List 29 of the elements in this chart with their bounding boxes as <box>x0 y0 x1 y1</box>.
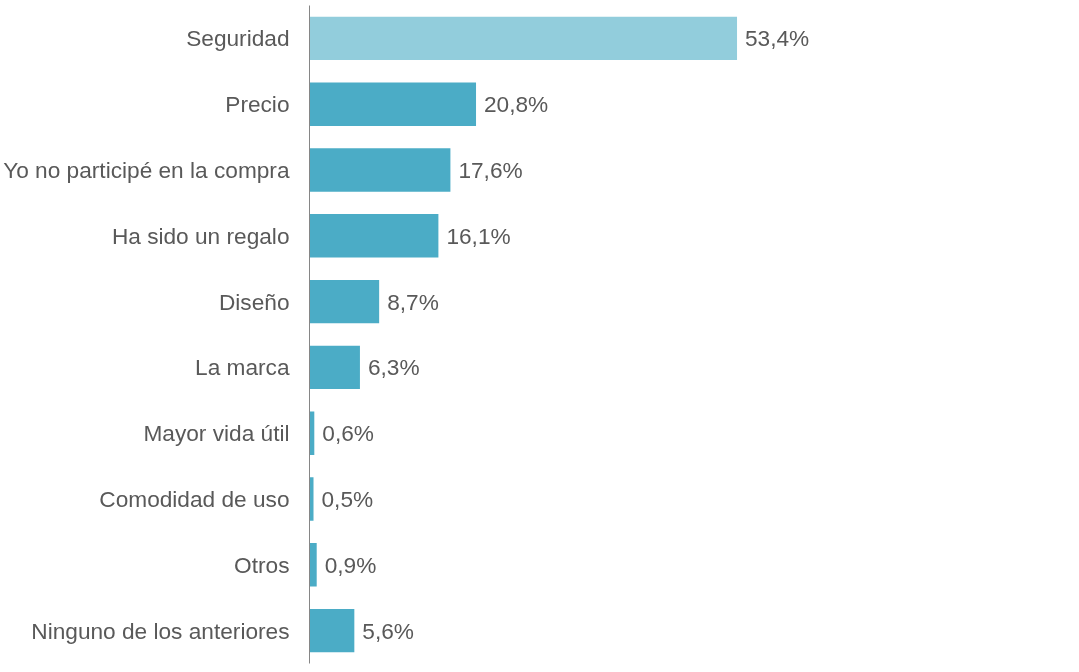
data-label: 0,9% <box>324 551 377 578</box>
y-tick-label: Otros <box>234 551 290 578</box>
data-label: 8,7% <box>387 288 439 315</box>
y-tick-label: Diseño <box>218 288 290 315</box>
bar <box>309 477 314 521</box>
bar <box>309 608 355 653</box>
bar <box>309 82 477 126</box>
bar <box>309 148 451 192</box>
data-label: 0,5% <box>321 486 374 512</box>
y-tick-label: Comodidad de uso <box>99 486 290 512</box>
bar <box>309 279 380 324</box>
y-tick-label: Seguridad <box>186 25 290 52</box>
bar <box>309 543 317 587</box>
y-tick-label: Precio <box>225 91 290 118</box>
y-tick-label: Ha sido un regalo <box>111 222 290 249</box>
bar <box>309 345 360 390</box>
data-label: 53,4% <box>745 25 810 52</box>
data-label: 17,6% <box>458 157 523 183</box>
data-label: 16,1% <box>446 222 511 249</box>
data-label: 5,6% <box>362 617 414 644</box>
data-label: 20,8% <box>484 91 549 118</box>
bar <box>309 16 738 61</box>
y-tick-label: Yo no participé en la compra <box>3 157 290 183</box>
y-tick-label: La marca <box>195 354 290 381</box>
data-label: 0,6% <box>322 420 374 447</box>
data-label: 6,3% <box>367 354 420 381</box>
y-tick-label: Mayor vida útil <box>143 420 290 447</box>
y-tick-label: Ninguno de los anteriores <box>31 617 290 644</box>
bar <box>309 214 439 258</box>
